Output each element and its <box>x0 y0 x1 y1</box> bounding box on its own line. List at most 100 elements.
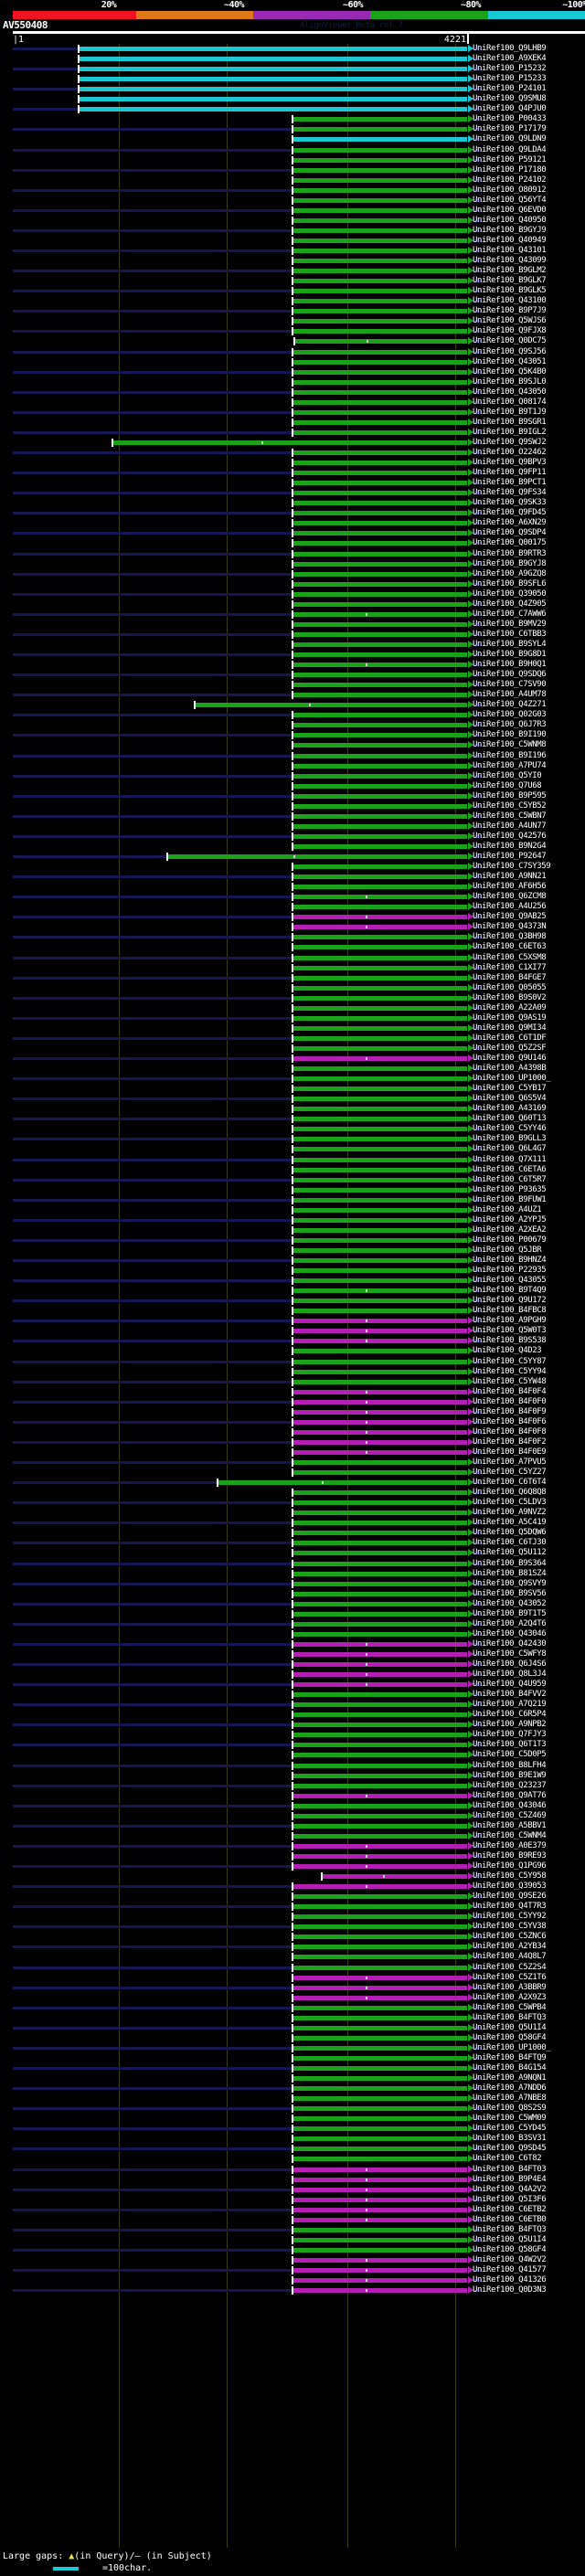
subject-label[interactable]: UniRef100_C5YY92 <box>473 1912 547 1922</box>
alignment-row[interactable]: UniRef100_P92647 <box>0 852 585 862</box>
hsp-bar-green[interactable] <box>292 127 467 133</box>
hsp-bar-magenta[interactable] <box>292 1419 467 1425</box>
hsp-bar-green[interactable] <box>292 1107 467 1112</box>
hsp-bar-magenta[interactable] <box>292 2167 467 2172</box>
alignment-row[interactable]: UniRef100_A4UZ1 <box>0 1205 585 1215</box>
hsp-bar-green[interactable] <box>292 501 467 506</box>
alignment-row[interactable]: UniRef100_A2YB34 <box>0 1942 585 1952</box>
alignment-row[interactable]: UniRef100_B3SV31 <box>0 2134 585 2144</box>
subject-label[interactable]: UniRef100_Q6J4S6 <box>473 1659 547 1669</box>
hsp-bar-magenta[interactable] <box>292 1853 467 1859</box>
alignment-row[interactable]: UniRef100_B9PCT1 <box>0 478 585 488</box>
subject-label[interactable]: UniRef100_A4398B <box>473 1064 547 1074</box>
subject-label[interactable]: UniRef100_Q43052 <box>473 1598 547 1608</box>
alignment-row[interactable]: UniRef100_C6TJ30 <box>0 1538 585 1548</box>
subject-label[interactable]: UniRef100_Q9FD45 <box>473 508 547 518</box>
subject-label[interactable]: UniRef100_Q9SJ56 <box>473 346 547 356</box>
subject-label[interactable]: UniRef100_B4F0F8 <box>473 1426 547 1436</box>
subject-label[interactable]: UniRef100_B9P595 <box>473 790 547 800</box>
alignment-row[interactable]: UniRef100_B9P595 <box>0 791 585 801</box>
hsp-bar-green[interactable] <box>292 1268 467 1274</box>
hsp-bar-green[interactable] <box>292 117 467 122</box>
subject-label[interactable]: UniRef100_Q9LHB9 <box>473 44 547 53</box>
subject-label[interactable]: UniRef100_O80912 <box>473 185 547 195</box>
alignment-row[interactable]: UniRef100_Q02G03 <box>0 710 585 720</box>
subject-label[interactable]: UniRef100_B9SFL6 <box>473 578 547 588</box>
hsp-bar-green[interactable] <box>292 1187 467 1193</box>
alignment-row[interactable]: UniRef100_C6R5P4 <box>0 1710 585 1720</box>
subject-label[interactable]: UniRef100_Q42430 <box>473 1638 547 1648</box>
subject-label[interactable]: UniRef100_P17180 <box>473 164 547 175</box>
alignment-row[interactable]: UniRef100_C7SV90 <box>0 680 585 690</box>
alignment-row[interactable]: UniRef100_C6T5R7 <box>0 1175 585 1185</box>
alignment-row[interactable]: UniRef100_A5C419 <box>0 1518 585 1528</box>
hsp-bar-green[interactable] <box>292 471 467 476</box>
hsp-bar-green[interactable] <box>292 1076 467 1082</box>
hsp-bar-magenta[interactable] <box>292 1884 467 1890</box>
alignment-row[interactable]: UniRef100_Q43046 <box>0 1629 585 1639</box>
hsp-bar-green[interactable] <box>292 875 467 880</box>
hsp-bar-green[interactable] <box>292 975 467 981</box>
alignment-row[interactable]: UniRef100_A7PVU5 <box>0 1458 585 1468</box>
subject-label[interactable]: UniRef100_B4FGE7 <box>473 972 547 982</box>
hsp-bar-green[interactable] <box>292 2126 467 2132</box>
hsp-bar-green[interactable] <box>292 1904 467 1910</box>
hsp-bar-green[interactable] <box>292 611 467 617</box>
hsp-bar-green[interactable] <box>292 1783 467 1788</box>
alignment-row[interactable]: UniRef100_Q9FS34 <box>0 488 585 498</box>
subject-label[interactable]: UniRef100_Q4PJU0 <box>473 104 547 114</box>
alignment-row[interactable]: UniRef100_B4FBC8 <box>0 1306 585 1316</box>
hsp-bar-green[interactable] <box>292 2055 467 2061</box>
alignment-row[interactable]: UniRef100_B9SV56 <box>0 1589 585 1599</box>
alignment-row[interactable]: UniRef100_Q1PG96 <box>0 1861 585 1871</box>
alignment-row[interactable]: UniRef100_B9SGR1 <box>0 418 585 428</box>
subject-label[interactable]: UniRef100_C5YY94 <box>473 1366 547 1376</box>
hsp-bar-green[interactable] <box>292 833 467 839</box>
alignment-row[interactable]: UniRef100_A9NVZ2 <box>0 1508 585 1518</box>
alignment-row[interactable]: UniRef100_C6ETA6 <box>0 1165 585 1175</box>
subject-label[interactable]: UniRef100_B4FTQ9 <box>473 2052 547 2062</box>
alignment-row[interactable]: UniRef100_A0E379 <box>0 1841 585 1851</box>
hsp-bar-green[interactable] <box>292 895 467 900</box>
alignment-row[interactable]: UniRef100_Q41326 <box>0 2275 585 2285</box>
alignment-row[interactable]: UniRef100_B9FUW1 <box>0 1195 585 1205</box>
hsp-bar-green[interactable] <box>292 1571 467 1576</box>
subject-label[interactable]: UniRef100_A2YPJ5 <box>473 1214 547 1224</box>
alignment-row[interactable]: UniRef100_B9GLL3 <box>0 1134 585 1144</box>
hsp-bar-green[interactable] <box>292 733 467 738</box>
alignment-row[interactable]: UniRef100_B9GYJ8 <box>0 559 585 569</box>
hsp-bar-green[interactable] <box>292 1692 467 1698</box>
hsp-bar-green[interactable] <box>292 2227 467 2232</box>
hsp-bar-green[interactable] <box>292 571 467 577</box>
hsp-bar-magenta[interactable] <box>292 1399 467 1405</box>
subject-label[interactable]: UniRef100_B4F0F4 <box>473 1386 547 1396</box>
alignment-row[interactable]: UniRef100_C5D0P5 <box>0 1750 585 1760</box>
subject-label[interactable]: UniRef100_C6R5P4 <box>473 1710 547 1720</box>
subject-label[interactable]: UniRef100_C6ETB2 <box>473 2204 547 2214</box>
subject-label[interactable]: UniRef100_Q9SE26 <box>473 1892 547 1902</box>
hsp-bar-green[interactable] <box>292 1945 467 1950</box>
subject-label[interactable]: UniRef100_Q5JBR <box>473 1245 542 1255</box>
subject-label[interactable]: UniRef100_A2YB34 <box>473 1942 547 1952</box>
hsp-bar-green[interactable] <box>194 703 467 708</box>
hsp-bar-green[interactable] <box>292 2086 467 2092</box>
subject-label[interactable]: UniRef100_C7SY359 <box>473 862 551 872</box>
subject-label[interactable]: UniRef100_Q9SD45 <box>473 2144 547 2154</box>
alignment-row[interactable]: UniRef100_C5YB52 <box>0 801 585 811</box>
subject-label[interactable]: UniRef100_AF6H56 <box>473 882 547 892</box>
subject-label[interactable]: UniRef100_B9T4Q9 <box>473 1286 547 1296</box>
alignment-row[interactable]: UniRef100_A5BBV1 <box>0 1821 585 1831</box>
alignment-row[interactable]: UniRef100_Q4Z271 <box>0 700 585 710</box>
subject-label[interactable]: UniRef100_A9XEK4 <box>473 54 547 64</box>
hsp-bar-green[interactable] <box>292 2005 467 2010</box>
hsp-bar-green[interactable] <box>292 823 467 829</box>
alignment-row[interactable]: UniRef100_Q23237 <box>0 1781 585 1791</box>
hsp-bar-green[interactable] <box>292 461 467 466</box>
hsp-bar-green[interactable] <box>292 1359 467 1364</box>
hsp-bar-green[interactable] <box>292 259 467 264</box>
alignment-row[interactable]: UniRef100_C7AWW6 <box>0 610 585 620</box>
hsp-bar-green[interactable] <box>292 2147 467 2152</box>
hsp-bar-cyan[interactable] <box>79 97 467 102</box>
alignment-row[interactable]: UniRef100_Q5YI0 <box>0 771 585 781</box>
alignment-row[interactable]: UniRef100_Q43051 <box>0 357 585 367</box>
